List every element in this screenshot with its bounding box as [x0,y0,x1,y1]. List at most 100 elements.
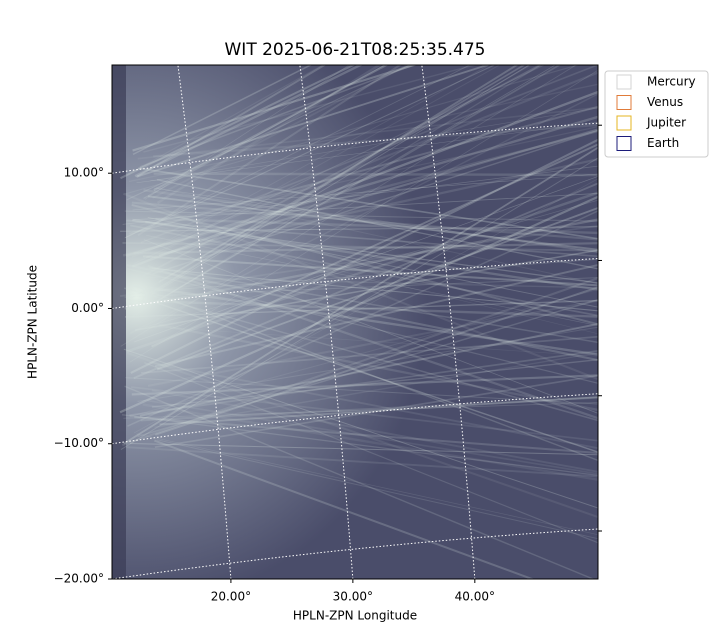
streak [136,65,327,178]
streak [147,259,598,292]
streak [150,107,598,182]
streak [158,323,598,412]
legend-label: Venus [647,95,683,109]
streak [147,65,491,253]
streak [146,158,598,259]
streak [126,65,411,201]
streak [129,443,598,456]
streak [154,187,598,253]
streak [128,83,598,183]
streak [127,210,598,427]
streak [147,399,598,475]
streak [122,165,598,225]
streak [158,128,598,257]
streak [123,348,598,509]
streak [132,65,313,156]
streak [133,242,598,255]
streak [119,195,598,414]
streak [140,65,501,265]
streak [142,403,598,481]
streak [155,286,598,436]
streak [152,65,410,199]
streak [120,65,356,180]
streak [140,65,598,244]
streak [155,187,598,285]
grid-line [177,65,232,579]
streak [156,179,598,270]
streak [146,235,598,326]
streak [120,226,598,232]
streak [154,439,535,579]
legend-label: Mercury [647,75,696,89]
streak [152,129,598,275]
streak [141,335,598,374]
streak [121,277,598,447]
streak [123,146,598,445]
streak [127,65,324,176]
streak [124,65,580,195]
streak [120,65,577,347]
streak [127,352,598,519]
streak [126,268,598,384]
streak [129,288,598,417]
streak [124,385,595,579]
streak [142,65,543,277]
streak [147,264,598,420]
streak [132,90,598,268]
streak [125,377,598,405]
streak [143,239,598,414]
streak [139,65,416,168]
streak [121,414,598,477]
streak [142,255,598,287]
streak [159,396,598,426]
streak [139,323,598,417]
streak [136,433,598,536]
grid [112,65,598,579]
streak [132,65,418,152]
streak [122,192,598,381]
frame [111,64,599,580]
y-tick-label: 10.00° [64,166,104,180]
streak [123,402,598,419]
chart-title: WIT 2025-06-21T08:25:35.475 [225,40,486,60]
streak [147,217,598,308]
grid-line [421,65,476,579]
streak [134,176,598,343]
streak [126,219,598,258]
streak [135,65,530,305]
streak [125,65,496,239]
streak [145,221,598,284]
streak [153,172,598,177]
streak [126,191,598,353]
legend-swatch [616,74,632,90]
streak [124,299,598,318]
streak [144,65,350,200]
streak [122,242,598,252]
streak [151,389,598,473]
grid-line [112,257,598,309]
legend-box [604,70,709,158]
streak [133,178,598,434]
streak [124,287,598,422]
streak [126,218,598,335]
streak [130,386,598,442]
streak [137,326,598,403]
streak [120,224,598,298]
legend-swatch [616,115,632,131]
streak [120,157,598,450]
y-tick-label: −10.00° [54,436,104,450]
grid-line [112,122,598,174]
streak [149,361,598,450]
y-tick-label: 0.00° [71,301,104,315]
streak [155,217,598,235]
streak [130,224,598,317]
streak [144,362,598,544]
streak [131,201,598,241]
streak [132,173,598,211]
streak [143,65,386,199]
x-axis-label: HPLN-ZPN Longitude [293,609,417,623]
streak [132,218,598,291]
streak [137,65,491,178]
streak [138,167,598,240]
